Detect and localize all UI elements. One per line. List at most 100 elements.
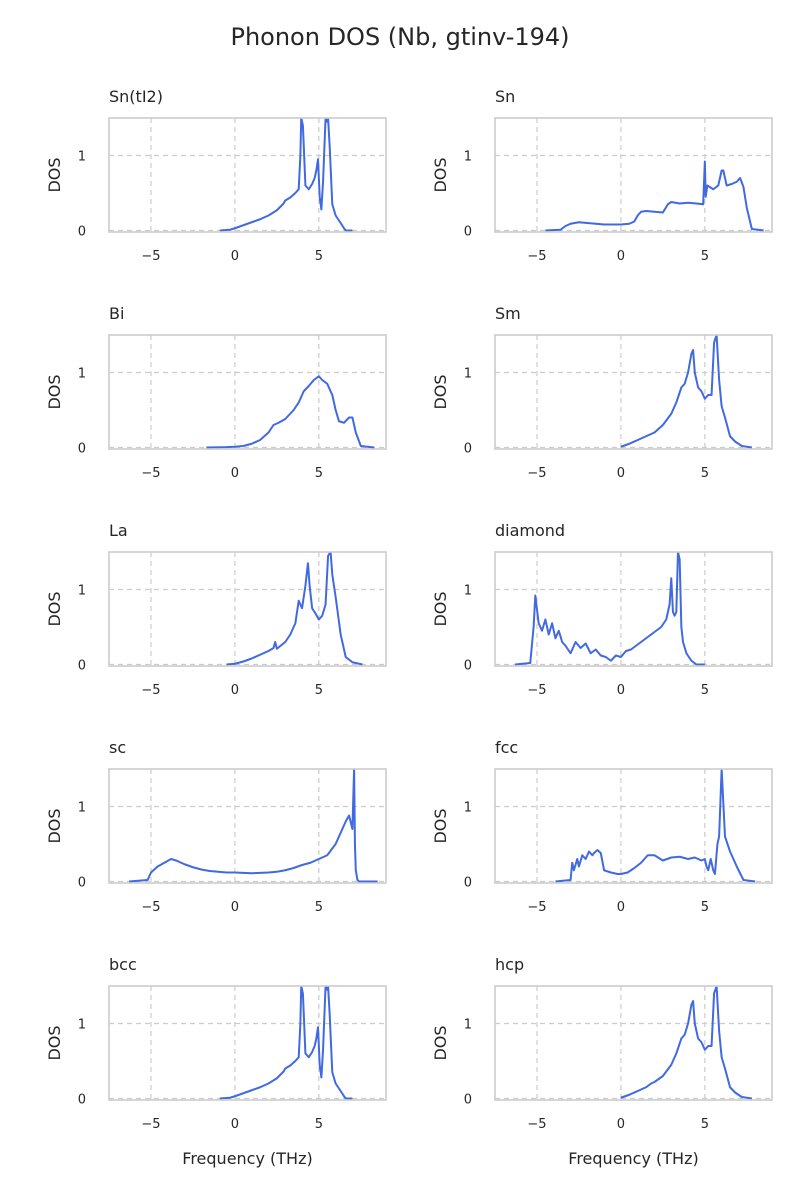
- dos-panel: Sn(tI2) −5 0 5 0 1 DOS: [45, 87, 387, 264]
- x-tick-label: 0: [231, 249, 239, 264]
- y-tick-label: 0: [464, 876, 472, 891]
- panel-title: Sm: [495, 304, 521, 323]
- x-tick-label: 0: [617, 683, 625, 698]
- y-tick-label: 1: [78, 584, 86, 599]
- x-tick-label: 5: [315, 466, 323, 481]
- dos-curve: [206, 375, 375, 449]
- x-tick-label: 0: [617, 249, 625, 264]
- x-tick-label: 0: [231, 1117, 239, 1132]
- x-tick-label: 5: [315, 1117, 323, 1132]
- x-tick-label: 5: [315, 249, 323, 264]
- x-tick-label: 0: [617, 900, 625, 915]
- dos-curve: [515, 552, 705, 666]
- figure-title: Phonon DOS (Nb, gtinv-194): [230, 23, 569, 51]
- dos-curve: [219, 986, 353, 1100]
- axes-frame: [494, 117, 773, 233]
- dos-curve: [555, 769, 756, 883]
- axes-frame: [494, 551, 773, 667]
- panel-title: La: [109, 521, 128, 540]
- dos-panel: Sn −5 0 5 0 1 DOS: [431, 87, 773, 264]
- y-axis-label: DOS: [45, 157, 64, 192]
- x-axis-label: Frequency (THz): [182, 1149, 312, 1168]
- x-tick-label: −5: [527, 249, 546, 264]
- x-tick-label: 0: [231, 900, 239, 915]
- dos-curve: [226, 552, 363, 666]
- y-axis-label: DOS: [431, 1025, 450, 1060]
- axes-frame: [108, 768, 387, 884]
- x-tick-label: 5: [701, 249, 709, 264]
- x-tick-label: −5: [527, 900, 546, 915]
- panel-title: Bi: [109, 304, 124, 323]
- y-axis-label: DOS: [45, 591, 64, 626]
- x-tick-label: 5: [701, 900, 709, 915]
- y-tick-label: 1: [78, 1018, 86, 1033]
- y-axis-label: DOS: [431, 591, 450, 626]
- x-tick-label: −5: [141, 900, 160, 915]
- panel-title: sc: [109, 738, 126, 757]
- y-axis-label: DOS: [45, 1025, 64, 1060]
- y-tick-label: 1: [464, 150, 472, 165]
- dos-panel: bcc −5 0 5 0 1 DOS Frequency (THz): [45, 955, 387, 1168]
- axes-frame: [108, 334, 387, 450]
- x-axis-label: Frequency (THz): [568, 1149, 698, 1168]
- panel-title: fcc: [495, 738, 518, 757]
- panel-title: hcp: [495, 955, 524, 974]
- y-tick-label: 1: [78, 367, 86, 382]
- y-tick-label: 1: [78, 150, 86, 165]
- x-tick-label: −5: [141, 1117, 160, 1132]
- y-tick-label: 0: [464, 225, 472, 240]
- y-axis-label: DOS: [431, 808, 450, 843]
- dos-curve: [219, 118, 353, 232]
- dos-panel: Sm −5 0 5 0 1 DOS: [431, 304, 773, 481]
- dos-curve: [129, 769, 378, 883]
- y-tick-label: 0: [464, 442, 472, 457]
- y-tick-label: 1: [464, 584, 472, 599]
- y-axis-label: DOS: [431, 157, 450, 192]
- x-tick-label: −5: [527, 1117, 546, 1132]
- y-tick-label: 0: [78, 876, 86, 891]
- x-tick-label: 5: [701, 466, 709, 481]
- y-tick-label: 0: [78, 1093, 86, 1108]
- x-tick-label: −5: [527, 466, 546, 481]
- x-tick-label: −5: [141, 466, 160, 481]
- y-tick-label: 0: [464, 659, 472, 674]
- y-tick-label: 0: [464, 1093, 472, 1108]
- dos-panel: La −5 0 5 0 1 DOS: [45, 521, 387, 698]
- x-tick-label: −5: [527, 683, 546, 698]
- panel-title: Sn(tI2): [109, 87, 163, 106]
- axes-frame: [108, 117, 387, 233]
- panel-title: bcc: [109, 955, 137, 974]
- dos-panel: Bi −5 0 5 0 1 DOS: [45, 304, 387, 481]
- x-tick-label: −5: [141, 249, 160, 264]
- dos-curve: [545, 160, 764, 232]
- x-tick-label: 0: [231, 466, 239, 481]
- y-axis-label: DOS: [431, 374, 450, 409]
- dos-panel: diamond −5 0 5 0 1 DOS: [431, 521, 773, 698]
- y-tick-label: 1: [78, 801, 86, 816]
- x-tick-label: 0: [617, 466, 625, 481]
- y-axis-label: DOS: [45, 374, 64, 409]
- axes-frame: [108, 551, 387, 667]
- dos-panel: hcp −5 0 5 0 1 DOS Frequency (THz): [431, 955, 773, 1168]
- x-tick-label: −5: [141, 683, 160, 698]
- axes-frame: [494, 985, 773, 1101]
- dos-panel: sc −5 0 5 0 1 DOS: [45, 738, 387, 915]
- y-tick-label: 1: [464, 367, 472, 382]
- x-tick-label: 5: [701, 1117, 709, 1132]
- y-tick-label: 1: [464, 1018, 472, 1033]
- x-tick-label: 5: [315, 683, 323, 698]
- y-tick-label: 0: [78, 442, 86, 457]
- axes-frame: [108, 985, 387, 1101]
- x-tick-label: 5: [701, 683, 709, 698]
- dos-panel: fcc −5 0 5 0 1 DOS: [431, 738, 773, 915]
- y-axis-label: DOS: [45, 808, 64, 843]
- dos-curve: [620, 986, 752, 1100]
- axes-frame: [494, 768, 773, 884]
- panel-title: diamond: [495, 521, 565, 540]
- dos-curve: [620, 335, 752, 449]
- x-tick-label: 5: [315, 900, 323, 915]
- axes-frame: [494, 334, 773, 450]
- y-tick-label: 0: [78, 225, 86, 240]
